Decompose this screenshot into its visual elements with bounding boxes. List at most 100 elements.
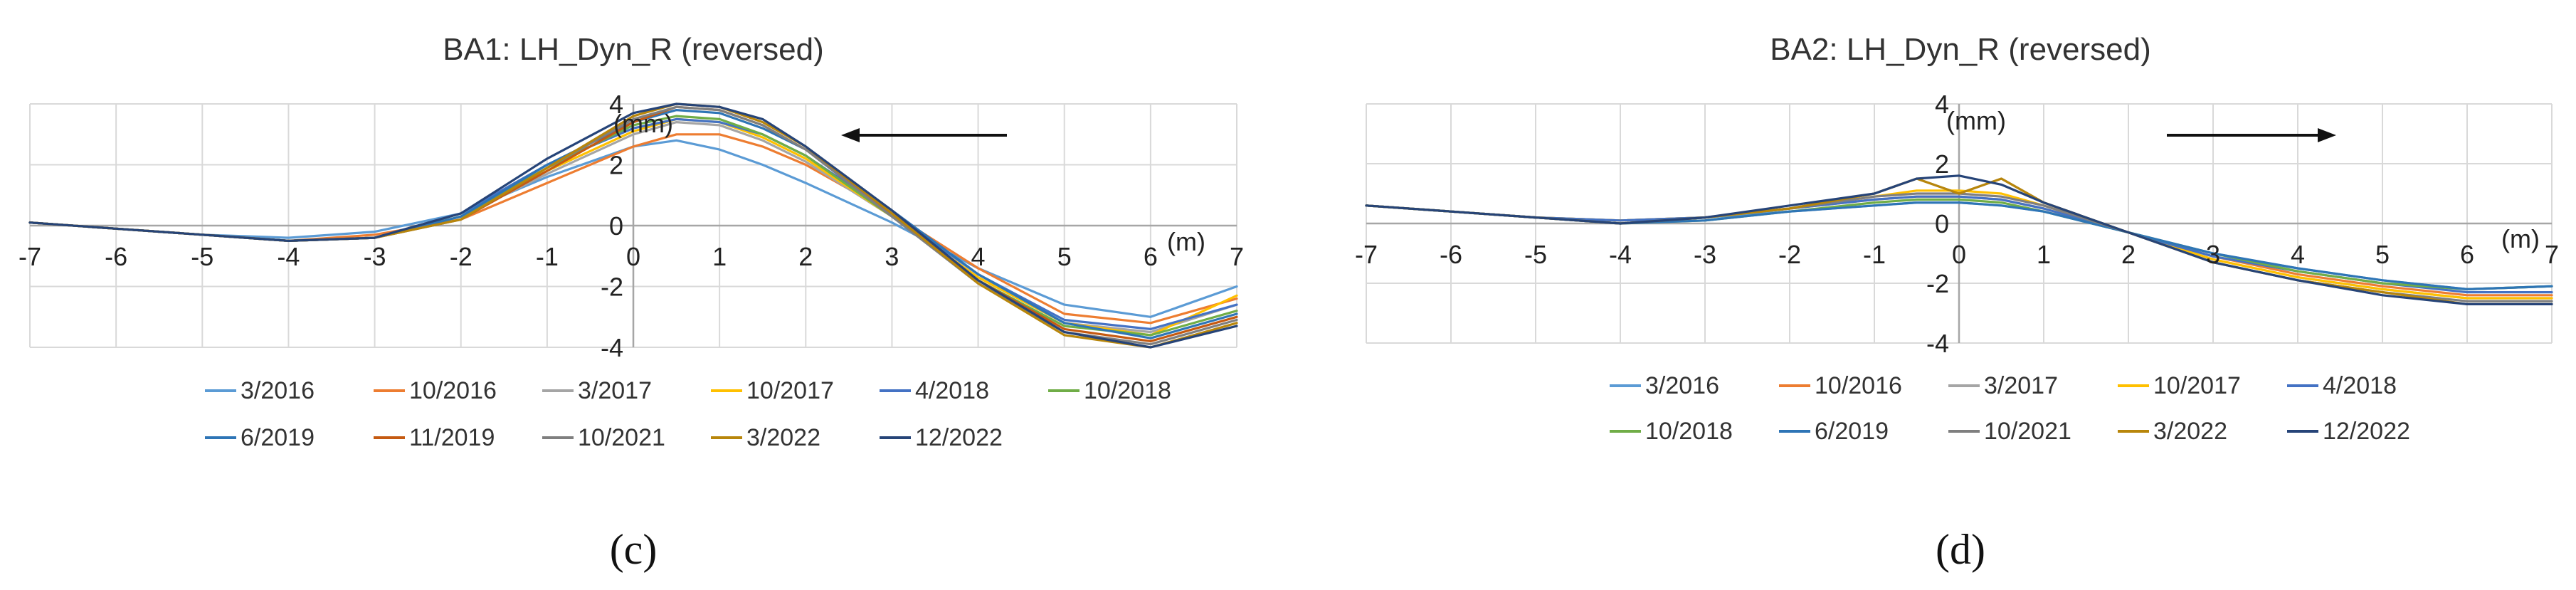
- legend-item: 6/2019: [205, 424, 315, 451]
- x-tick-label: 0: [1952, 240, 1966, 269]
- legend-label: 10/2017: [2153, 372, 2241, 399]
- legend-label: 10/2018: [1645, 418, 1733, 445]
- y-tick-label: 0: [609, 211, 623, 241]
- chart-c-grid: [29, 103, 1237, 348]
- x-tick-label: -5: [1524, 240, 1547, 269]
- chart-d-legend: 3/2016 10/2016 3/2017 10/2017 4/2018 10/2018 6…: [1610, 372, 2410, 445]
- y-tick-label: 4: [609, 90, 623, 119]
- x-tick-label: -4: [277, 242, 300, 271]
- legend-label: 12/2022: [2323, 418, 2410, 445]
- x-tick-label: 6: [1144, 242, 1158, 271]
- legend-label: 6/2019: [241, 424, 315, 451]
- chart-c-series: [28, 102, 1238, 349]
- legend-item: 12/2022: [880, 424, 1003, 451]
- arrow-right-head-icon: [2318, 128, 2336, 142]
- legend-item: 12/2022: [2287, 418, 2410, 445]
- x-tick-label: -7: [1355, 240, 1378, 269]
- x-tick-label: -4: [1609, 240, 1632, 269]
- x-tick-label: 5: [1057, 242, 1072, 271]
- chart-c-direction-arrow: [841, 128, 1007, 142]
- legend-label: 10/2018: [1084, 377, 1171, 404]
- legend-label: 10/2016: [1815, 372, 1902, 399]
- chart-d-direction-arrow: [2167, 128, 2336, 142]
- legend-label: 3/2016: [1645, 372, 1719, 399]
- legend-label: 3/2016: [241, 377, 315, 404]
- x-tick-label: -7: [19, 242, 41, 271]
- x-tick-label: -2: [450, 242, 473, 271]
- chart-c-x-tick-labels: -7 -6 -5 -4 -3 -2 -1 0 1 2 3 4 5 6 7: [19, 242, 1244, 271]
- y-tick-label: 0: [1935, 209, 1949, 238]
- chart-c-y-unit: (mm): [613, 109, 673, 138]
- series-line-12-2022: [1365, 174, 2553, 305]
- legend-item: 10/2021: [542, 424, 665, 451]
- y-tick-label: 2: [609, 151, 623, 180]
- x-tick-label: 6: [2460, 240, 2474, 269]
- x-tick-label: -3: [364, 242, 386, 271]
- legend-label: 10/2021: [1984, 418, 2071, 445]
- chart-d-title: BA2: LH_Dyn_R (reversed): [1770, 32, 2151, 67]
- x-tick-label: 3: [885, 242, 899, 271]
- legend-item: 10/2018: [1048, 377, 1171, 404]
- chart-c: BA1: LH_Dyn_R (reversed) -7 -6 -5 -4 -3 -2 -1 0…: [19, 32, 1244, 573]
- chart-d: BA2: LH_Dyn_R (reversed) -7 -6 -5 -4 -3 -2 -1 0…: [1355, 32, 2559, 573]
- legend-label: 3/2022: [2153, 418, 2227, 445]
- legend-item: 10/2017: [2118, 372, 2241, 399]
- x-tick-label: -6: [1440, 240, 1462, 269]
- x-tick-label: 5: [2375, 240, 2390, 269]
- chart-c-x-unit: (m): [1167, 227, 1205, 256]
- x-tick-label: -1: [1863, 240, 1886, 269]
- y-tick-label: 4: [1935, 90, 1949, 119]
- x-tick-label: -2: [1778, 240, 1801, 269]
- series-line-12-2022: [28, 102, 1238, 349]
- legend-label: 11/2019: [409, 424, 495, 451]
- chart-c-y-tick-labels: 4 2 0 -2 -4: [601, 90, 623, 362]
- arrow-left-head-icon: [841, 128, 860, 142]
- legend-label: 10/2017: [746, 377, 834, 404]
- y-tick-label: -4: [601, 333, 623, 362]
- series-line-3-2016: [28, 139, 1238, 318]
- x-tick-label: -3: [1694, 240, 1716, 269]
- legend-label: 10/2016: [409, 377, 497, 404]
- legend-item: 3/2016: [1610, 372, 1719, 399]
- chart-c-title: BA1: LH_Dyn_R (reversed): [443, 32, 824, 67]
- legend-item: 10/2021: [1948, 418, 2071, 445]
- legend-item: 11/2019: [374, 424, 495, 451]
- chart-c-caption: (c): [610, 526, 658, 573]
- legend-item: 10/2017: [711, 377, 834, 404]
- chart-d-x-tick-labels: -7 -6 -5 -4 -3 -2 -1 0 1 2 3 4 5 6 7: [1355, 240, 2559, 269]
- x-tick-label: 2: [2121, 240, 2136, 269]
- y-tick-label: 2: [1935, 149, 1949, 179]
- x-tick-label: 2: [798, 242, 813, 271]
- legend-item: 10/2016: [1779, 372, 1902, 399]
- chart-d-caption: (d): [1936, 526, 1985, 573]
- chart-d-y-unit: (mm): [1946, 106, 2006, 135]
- legend-item: 6/2019: [1779, 418, 1889, 445]
- x-tick-label: 7: [2545, 240, 2559, 269]
- legend-label: 4/2018: [2323, 372, 2397, 399]
- x-tick-label: 1: [2037, 240, 2051, 269]
- x-tick-label: -1: [536, 242, 559, 271]
- legend-label: 3/2017: [578, 377, 652, 404]
- legend-item: 3/2022: [711, 424, 820, 451]
- y-tick-label: -2: [601, 273, 623, 302]
- chart-d-grid: [1366, 103, 2553, 344]
- chart-c-legend: 3/2016 10/2016 3/2017 10/2017 4/2018 10/2018 6…: [205, 377, 1171, 451]
- legend-item: 10/2018: [1610, 418, 1733, 445]
- legend-item: 10/2016: [374, 377, 497, 404]
- legend-label: 4/2018: [915, 377, 989, 404]
- chart-d-x-unit: (m): [2501, 224, 2540, 253]
- x-tick-label: 3: [2206, 240, 2220, 269]
- y-tick-label: -4: [1926, 329, 1949, 358]
- x-tick-label: 4: [2291, 240, 2305, 269]
- legend-label: 12/2022: [915, 424, 1003, 451]
- chart-d-y-tick-labels: 4 2 0 -2 -4: [1926, 90, 1949, 358]
- x-tick-label: 1: [712, 242, 727, 271]
- legend-item: 3/2016: [205, 377, 315, 404]
- x-tick-label: -5: [191, 242, 213, 271]
- chart-d-series: [1365, 174, 2553, 305]
- legend-item: 3/2022: [2118, 418, 2227, 445]
- x-tick-label: 0: [626, 242, 640, 271]
- x-tick-label: 4: [971, 242, 986, 271]
- legend-label: 3/2017: [1984, 372, 2058, 399]
